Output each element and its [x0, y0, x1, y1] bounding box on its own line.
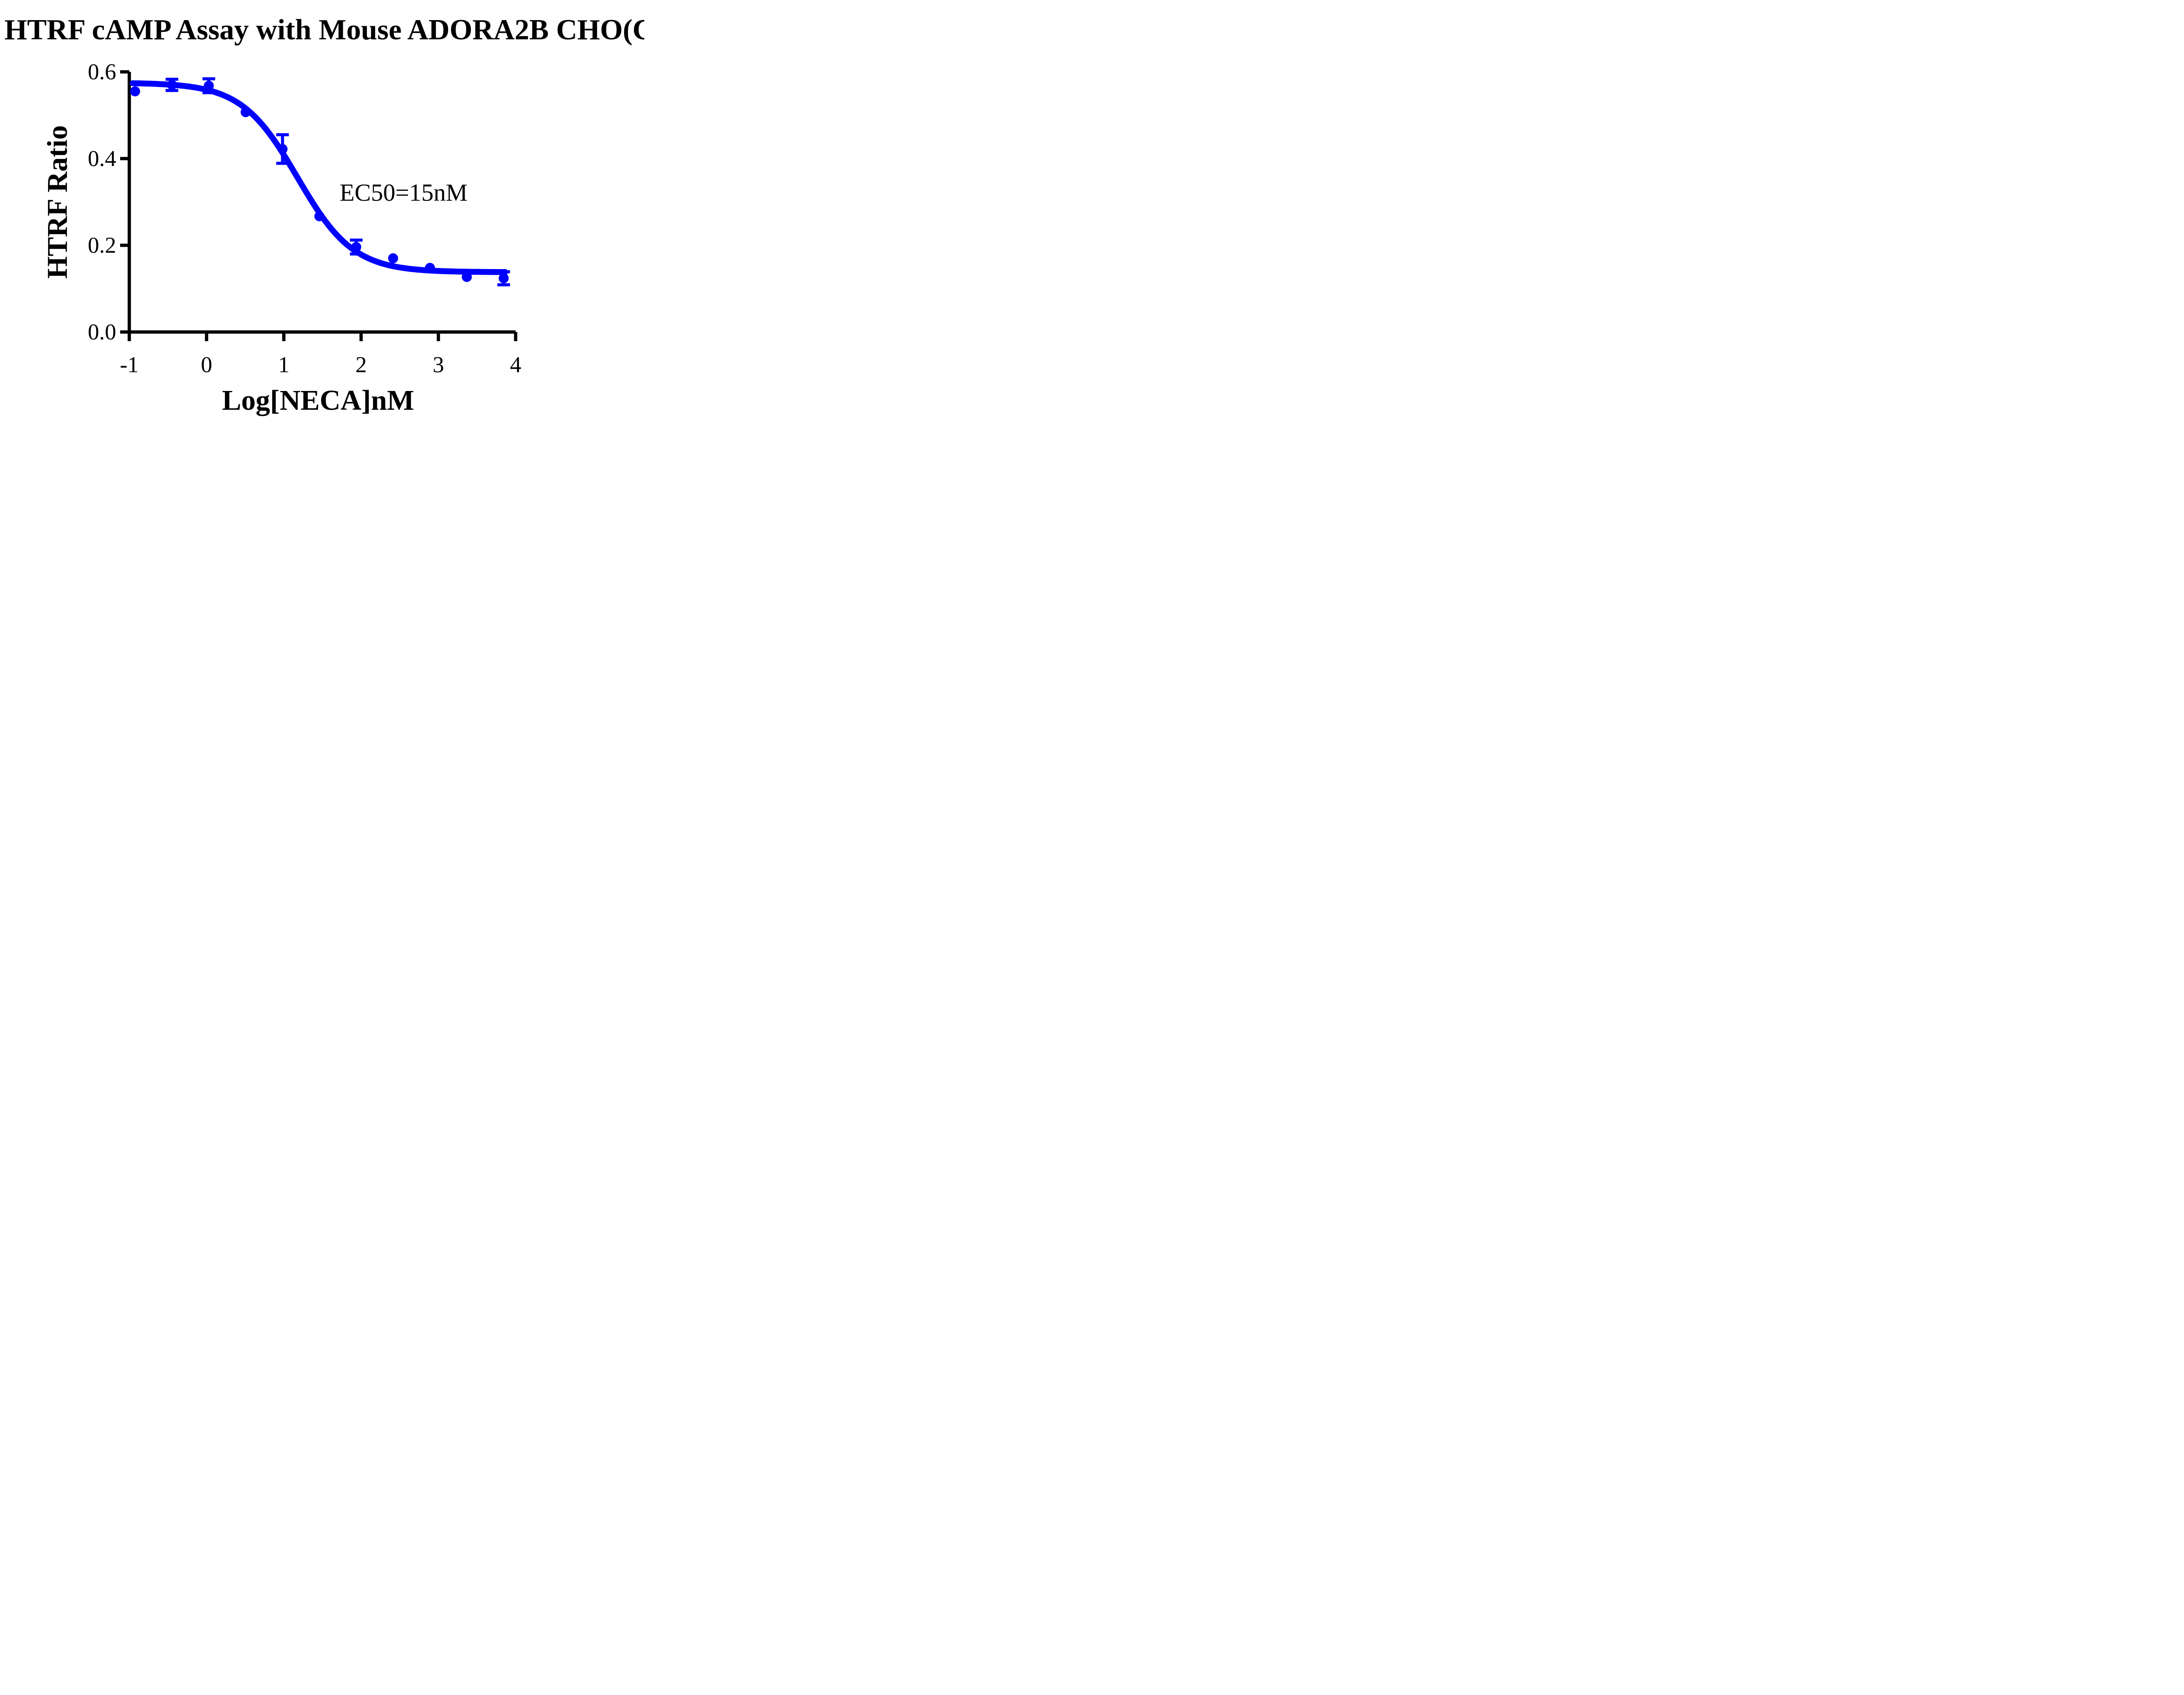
- dose-response-figure: HTRF cAMP Assay with Mouse ADORA2B CHO(C…: [0, 0, 644, 424]
- y-tick-label: 0.6: [88, 60, 116, 85]
- data-point: [425, 263, 435, 273]
- y-tick-label: 0.4: [88, 146, 116, 171]
- data-point: [388, 253, 398, 263]
- x-tick-label: -1: [120, 353, 138, 377]
- data-point: [462, 272, 472, 282]
- y-tick-label: 0.2: [88, 233, 116, 258]
- y-tick-label: 0.0: [88, 320, 116, 345]
- data-point: [130, 86, 140, 97]
- ec50-annotation: EC50=15nM: [340, 179, 468, 206]
- x-tick-label: 4: [510, 353, 522, 377]
- x-axis-title: Log[NECA]nM: [222, 384, 414, 416]
- x-tick-label: 3: [433, 353, 444, 377]
- data-point: [277, 144, 288, 154]
- fit-curve: [130, 80, 508, 275]
- y-axis-title: HTRF Ratio: [41, 125, 73, 279]
- data-point: [167, 80, 177, 90]
- dose-response-plot: 0.0 0.2 0.4 0.6 -1 0 1 2 3 4 Log[NECA]nM HTRF Ratio…: [41, 60, 522, 417]
- data-point: [314, 211, 325, 221]
- data-point: [240, 107, 251, 118]
- data-point: [498, 273, 509, 284]
- x-tick-label: 1: [278, 353, 290, 377]
- data-point: [351, 242, 362, 252]
- x-tick-label: 0: [201, 353, 212, 377]
- data-point: [204, 80, 214, 91]
- chart-title: HTRF cAMP Assay with Mouse ADORA2B CHO(C…: [4, 14, 644, 46]
- x-tick-label: 2: [356, 353, 367, 377]
